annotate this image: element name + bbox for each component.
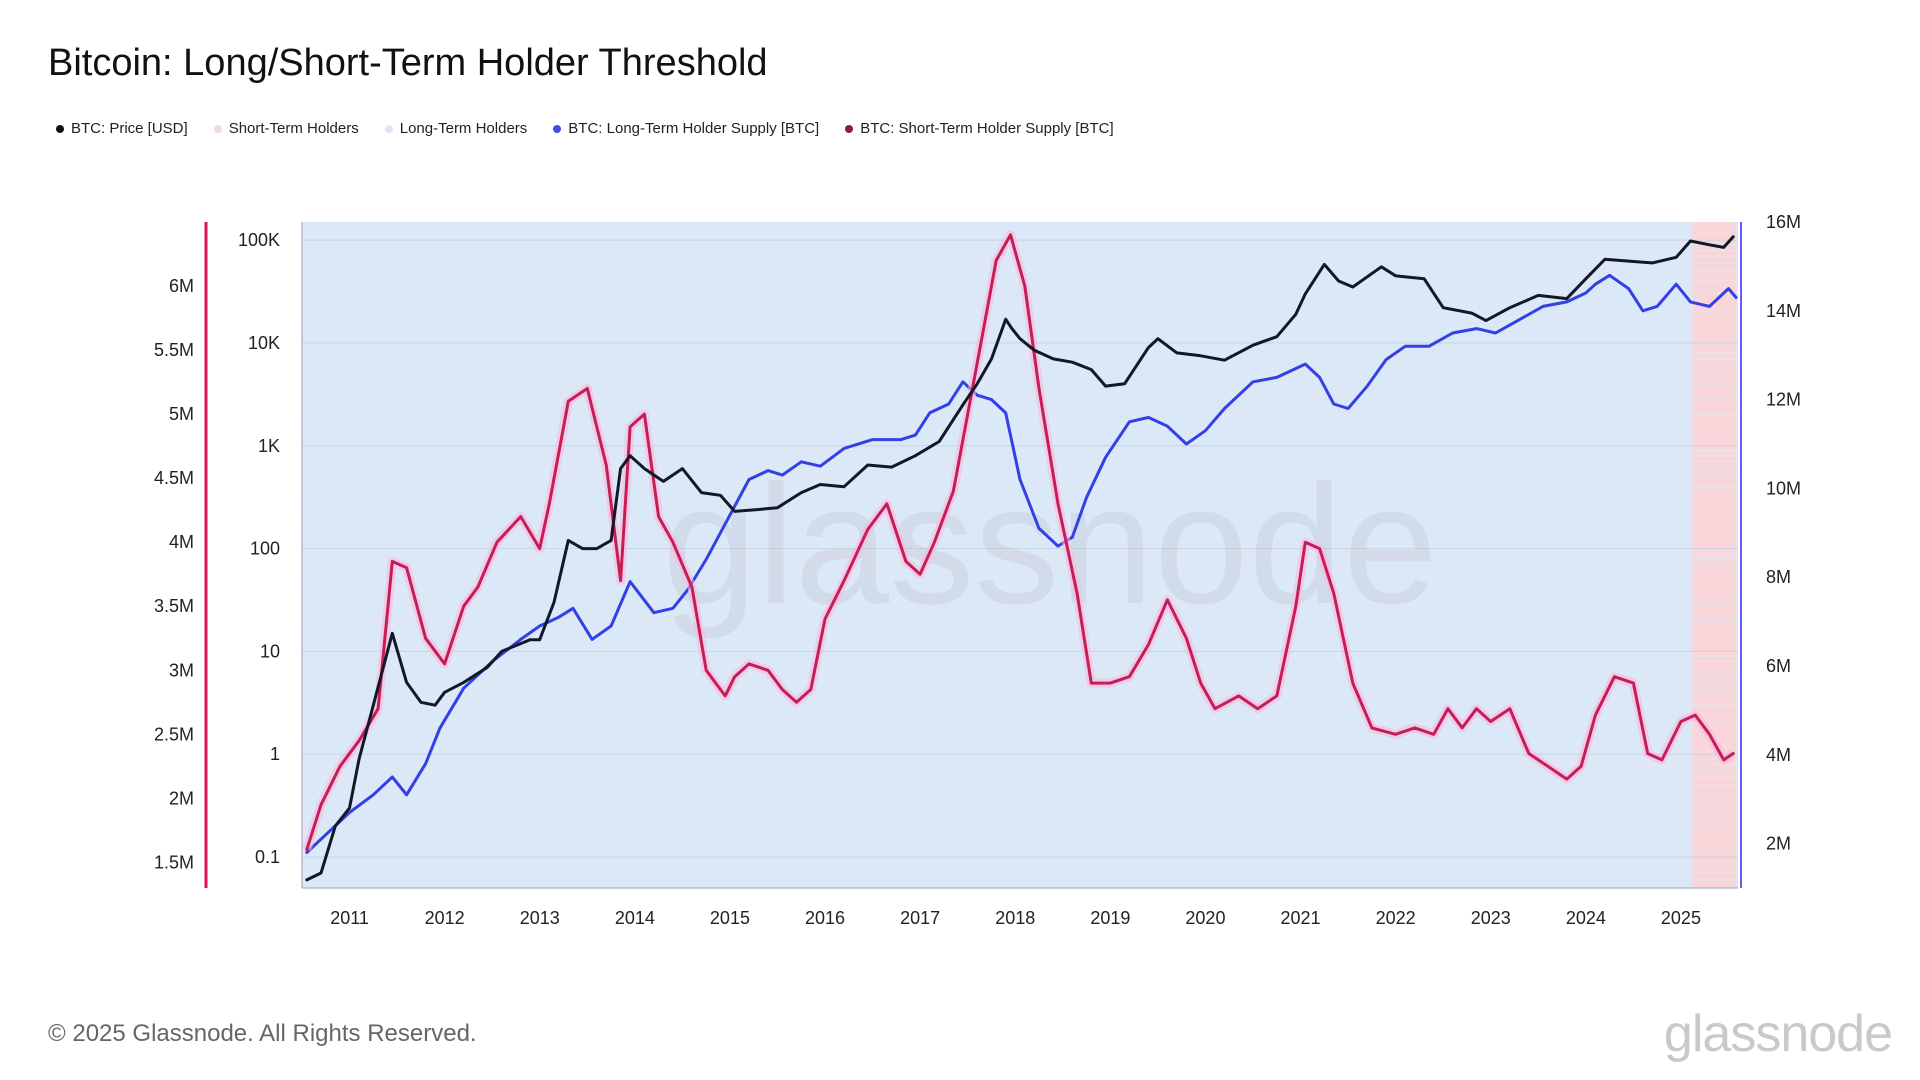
x-tick-label: 2011 <box>330 908 369 928</box>
price-tick-label: 100K <box>238 230 280 250</box>
price-tick-label: 1K <box>258 436 280 456</box>
right-tick-label: 14M <box>1766 301 1801 321</box>
legend-label-short-term-holders: Short-Term Holders <box>228 120 359 137</box>
brand-logo[interactable]: glassnode <box>1663 1005 1893 1063</box>
right-tick-label: 12M <box>1766 390 1801 410</box>
x-tick-label: 2016 <box>805 908 845 928</box>
legend-item-price[interactable]: BTC: Price [USD] <box>56 120 188 137</box>
x-tick-label: 2017 <box>900 908 940 928</box>
left-tick-label: 5.5M <box>154 340 194 360</box>
legend-item-long-term-holders[interactable]: Long-Term Holders <box>384 120 528 137</box>
x-tick-label: 2015 <box>710 908 750 928</box>
legend-item-short-term-holders[interactable]: Short-Term Holders <box>213 120 359 137</box>
right-tick-label: 8M <box>1766 567 1791 587</box>
price-tick-label: 0.1 <box>255 847 280 867</box>
left-tick-label: 4M <box>169 532 194 552</box>
price-tick-label: 100 <box>250 539 280 559</box>
price-tick-label: 10K <box>248 333 280 353</box>
chart-legend: BTC: Price [USD] Short-Term Holders Long… <box>56 120 1114 137</box>
legend-label-sth-supply: BTC: Short-Term Holder Supply [BTC] <box>860 120 1114 137</box>
x-tick-label: 2021 <box>1281 908 1321 928</box>
legend-item-lth-supply[interactable]: BTC: Long-Term Holder Supply [BTC] <box>553 120 819 137</box>
left-tick-label: 1.5M <box>154 852 194 872</box>
x-tick-label: 2013 <box>520 908 560 928</box>
legend-label-long-term-holders: Long-Term Holders <box>399 120 528 137</box>
legend-label-price: BTC: Price [USD] <box>71 120 188 137</box>
left-tick-label: 3.5M <box>154 596 194 616</box>
copyright-footer: © 2025 Glassnode. All Rights Reserved. <box>48 1020 477 1047</box>
left-tick-label: 4.5M <box>154 468 194 488</box>
legend-dot-lth-supply <box>553 124 562 133</box>
lth-supply-line <box>305 273 1738 854</box>
left-tick-label: 2M <box>169 788 194 808</box>
x-tick-label: 2025 <box>1661 908 1701 928</box>
x-tick-label: 2020 <box>1185 908 1225 928</box>
legend-dot-short-term-holders <box>213 124 222 133</box>
chart-title: Bitcoin: Long/Short-Term Holder Threshol… <box>48 42 768 84</box>
legend-dot-price <box>56 124 64 133</box>
right-tick-label: 4M <box>1766 745 1791 765</box>
x-tick-label: 2023 <box>1471 908 1511 928</box>
legend-dot-sth-supply <box>845 124 854 133</box>
legend-label-lth-supply: BTC: Long-Term Holder Supply [BTC] <box>568 120 820 137</box>
right-tick-label: 6M <box>1766 656 1791 676</box>
price-line <box>305 235 1735 882</box>
sth-supply-line <box>305 233 1735 852</box>
x-tick-label: 2014 <box>615 908 655 928</box>
sth-threshold-region <box>1692 222 1737 888</box>
right-tick-label: 16M <box>1766 212 1801 232</box>
price-tick-label: 10 <box>260 641 280 661</box>
left-tick-label: 2.5M <box>154 724 194 744</box>
right-tick-label: 2M <box>1766 834 1791 854</box>
left-tick-label: 5M <box>169 404 194 424</box>
legend-dot-long-term-holders <box>384 124 393 133</box>
right-tick-label: 10M <box>1766 478 1801 498</box>
x-tick-label: 2024 <box>1566 908 1606 928</box>
x-tick-label: 2022 <box>1376 908 1416 928</box>
legend-item-sth-supply[interactable]: BTC: Short-Term Holder Supply [BTC] <box>845 120 1114 137</box>
x-tick-label: 2018 <box>995 908 1035 928</box>
price-tick-label: 1 <box>270 744 280 764</box>
x-tick-label: 2019 <box>1090 908 1130 928</box>
left-tick-label: 3M <box>169 660 194 680</box>
left-tick-label: 6M <box>169 276 194 296</box>
x-tick-label: 2012 <box>425 908 465 928</box>
